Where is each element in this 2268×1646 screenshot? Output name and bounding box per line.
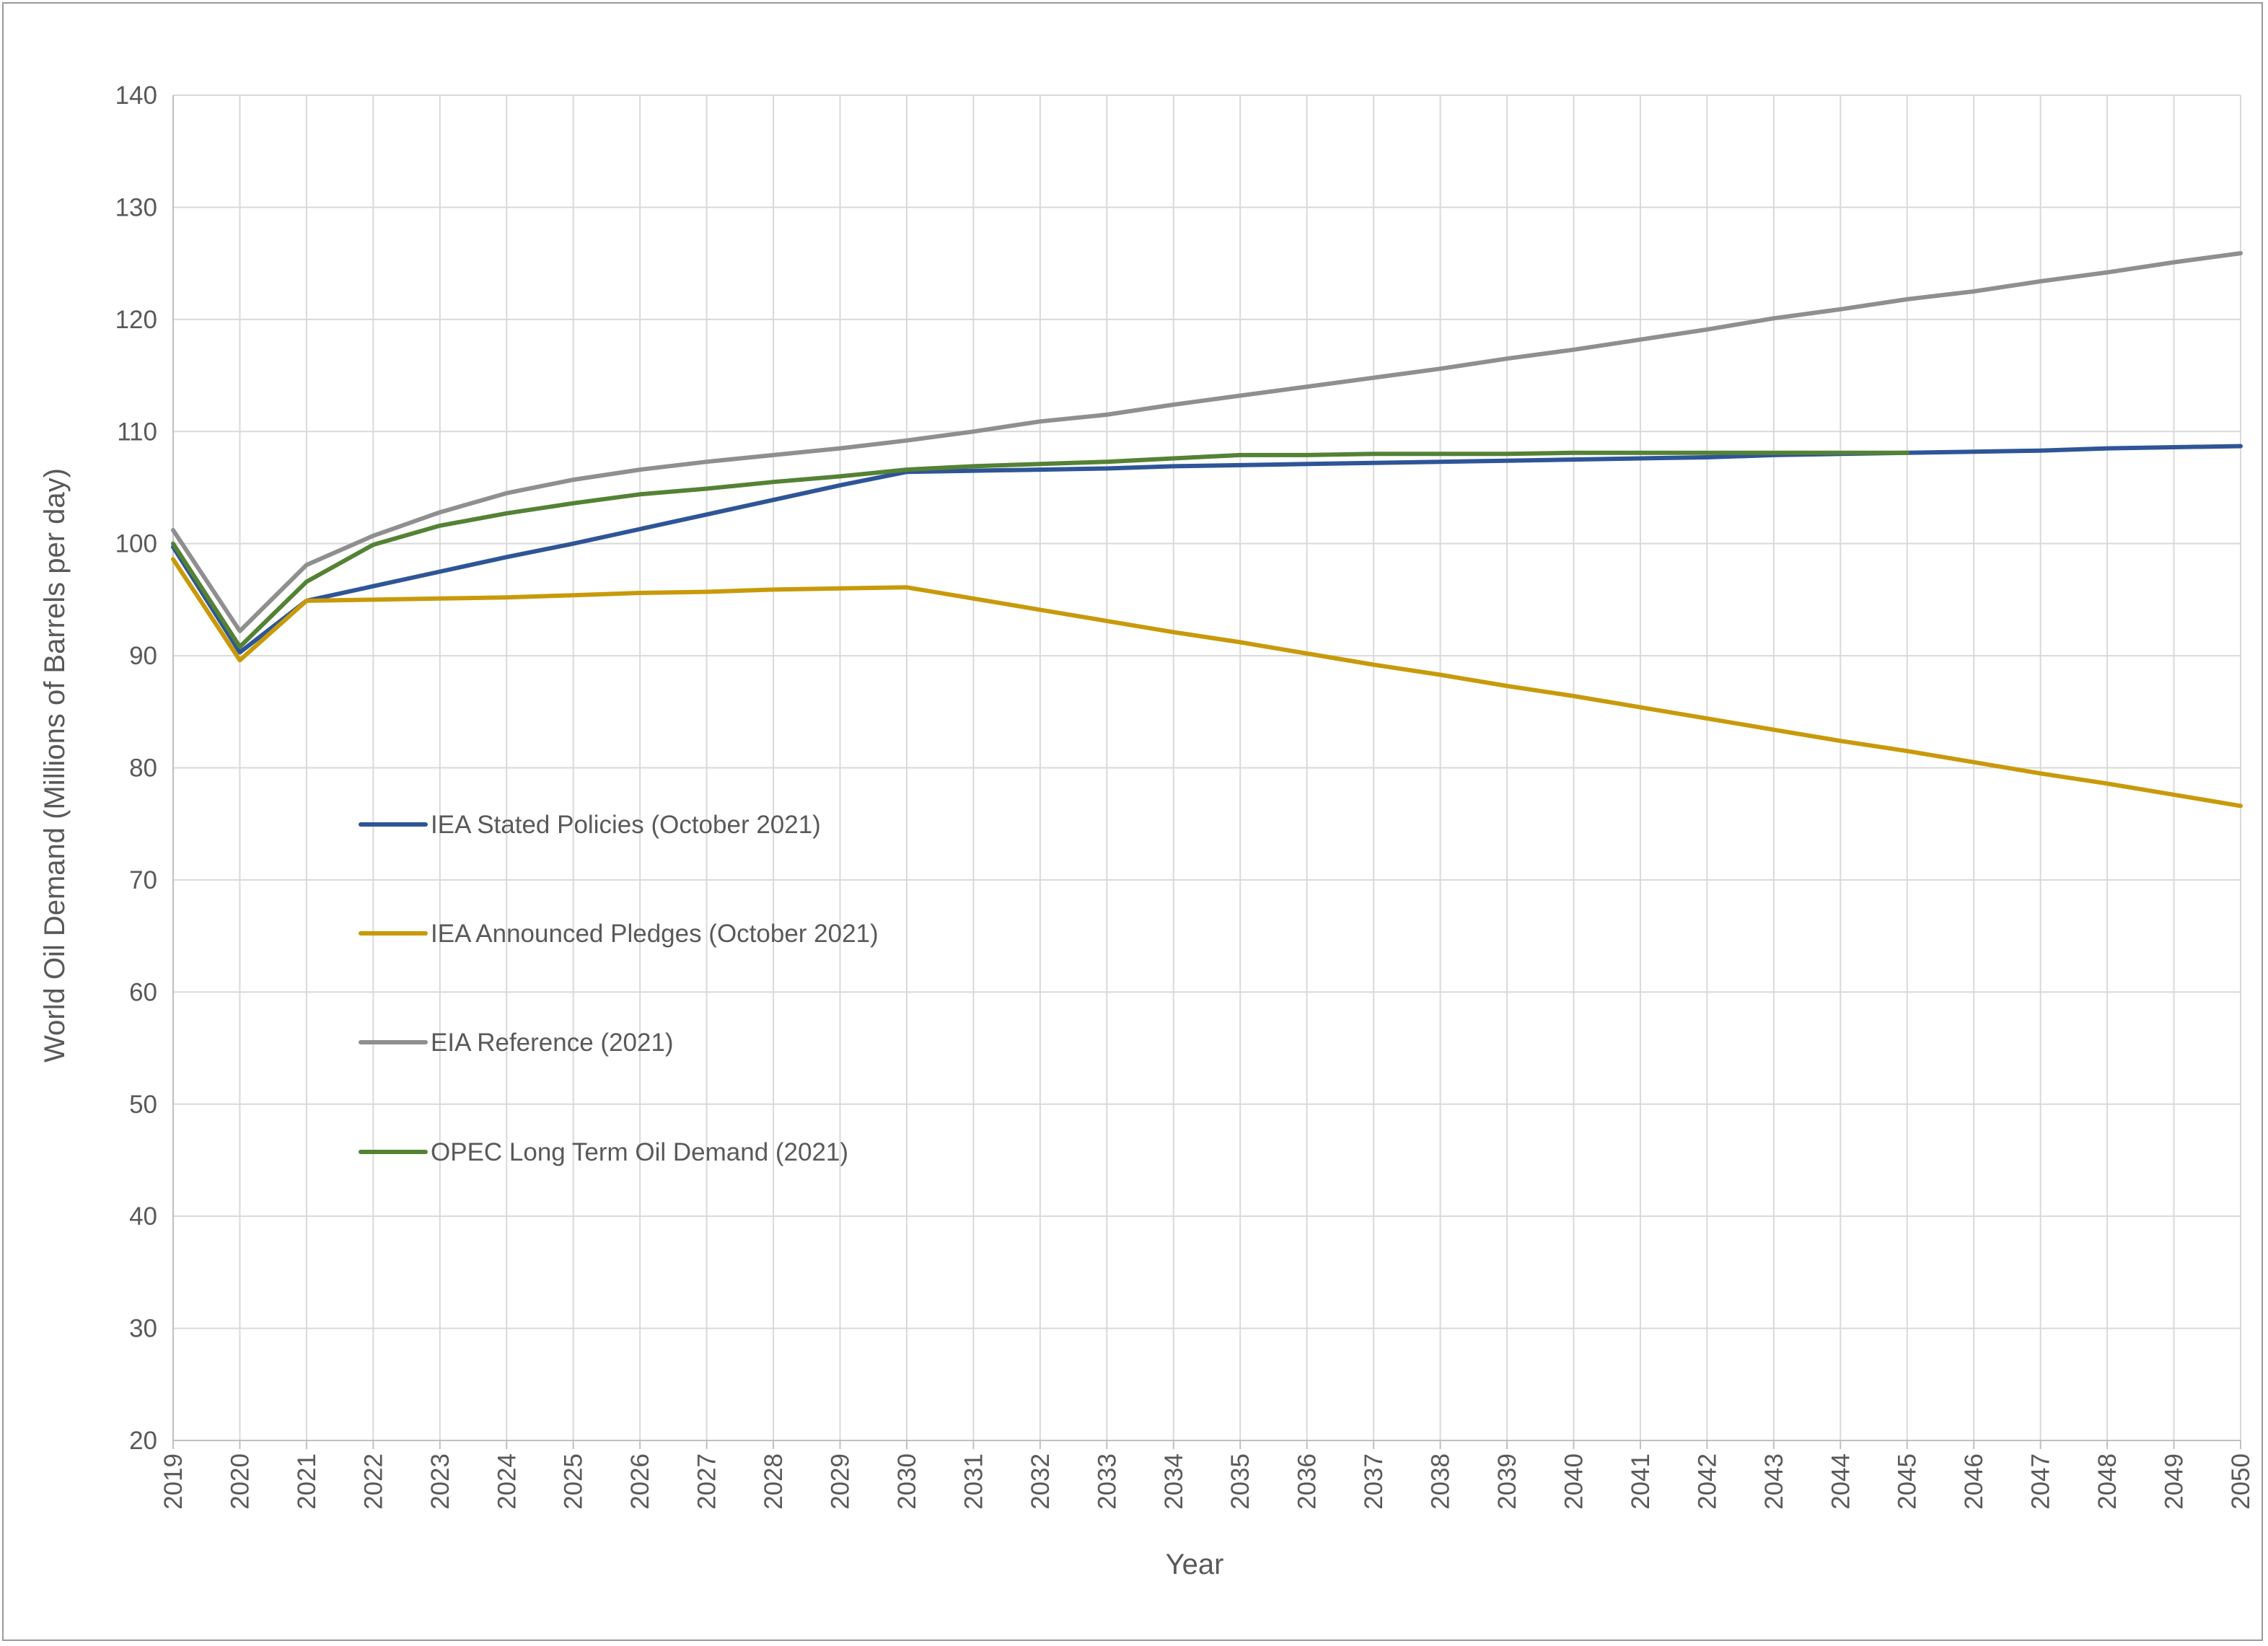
x-tick-label: 2026 — [626, 1453, 654, 1510]
legend: IEA Stated Policies (October 2021) IEA An… — [359, 811, 879, 1166]
x-tick-label: 2036 — [1293, 1453, 1322, 1510]
x-tick-label: 2047 — [2027, 1453, 2055, 1510]
x-tick-label: 2042 — [1693, 1453, 1721, 1510]
x-tick-label: 2038 — [1427, 1453, 1455, 1510]
x-tick-label: 2037 — [1360, 1453, 1388, 1510]
series-line-3 — [171, 251, 2243, 633]
legend-label-3: EIA Reference (2021) — [431, 1029, 674, 1057]
plot-axes — [172, 95, 2241, 1449]
x-tick-label: 2033 — [1093, 1453, 1121, 1510]
x-tick-label: 2020 — [226, 1453, 254, 1510]
x-tick-label: 2034 — [1160, 1453, 1188, 1510]
y-tick-label: 30 — [129, 1315, 157, 1343]
legend-label-2: IEA Announced Pledges (October 2021) — [431, 920, 879, 948]
y-axis-title: World Oil Demand (Millions of Barrels pe… — [39, 468, 71, 1062]
x-axis-title: Year — [1166, 1549, 1224, 1580]
x-tick-label: 2021 — [293, 1453, 321, 1510]
y-tick-label: 80 — [129, 754, 157, 783]
x-tick-label: 2024 — [493, 1453, 521, 1510]
x-tick-label: 2035 — [1226, 1453, 1254, 1510]
x-tick-label: 2041 — [1627, 1453, 1655, 1510]
y-tick-label: 130 — [115, 193, 157, 221]
series-lines — [171, 251, 2243, 809]
y-tick-label: 90 — [129, 642, 157, 670]
legend-label-1: IEA Stated Policies (October 2021) — [431, 811, 821, 839]
x-tick-label: 2049 — [2161, 1453, 2189, 1510]
x-tick-label: 2046 — [1960, 1453, 1988, 1510]
x-tick-label: 2044 — [1827, 1453, 1855, 1510]
x-tick-label: 2023 — [426, 1453, 454, 1510]
x-tick-label: 2040 — [1560, 1453, 1588, 1510]
x-tick-label: 2030 — [893, 1453, 921, 1510]
x-tick-label: 2043 — [1760, 1453, 1788, 1510]
y-tick-label: 140 — [115, 82, 157, 110]
x-tick-label: 2019 — [159, 1453, 188, 1510]
x-tick-label: 2048 — [2093, 1453, 2122, 1510]
y-tick-label: 40 — [129, 1202, 157, 1231]
series-line-4 — [171, 450, 1909, 649]
y-tick-label: 110 — [117, 418, 157, 446]
y-tick-label: 20 — [129, 1427, 157, 1455]
x-tick-label: 2031 — [959, 1453, 988, 1510]
y-tick-label: 50 — [129, 1091, 157, 1119]
x-tick-label: 2029 — [827, 1453, 855, 1510]
series-line-1 — [171, 444, 2243, 655]
y-tick-label: 120 — [115, 306, 157, 334]
x-tick-label: 2032 — [1027, 1453, 1055, 1510]
y-tick-label: 70 — [129, 866, 157, 894]
y-tick-label: 60 — [129, 978, 157, 1006]
x-tick-label: 2022 — [359, 1453, 387, 1510]
x-tick-label: 2045 — [1894, 1453, 1922, 1510]
y-tick-label: 100 — [115, 530, 157, 558]
legend-label-4: OPEC Long Term Oil Demand (2021) — [431, 1138, 848, 1166]
series-line-2 — [171, 557, 2243, 809]
x-tick-label: 2025 — [560, 1453, 588, 1510]
x-tick-label: 2027 — [693, 1453, 721, 1510]
x-tick-label: 2039 — [1493, 1453, 1521, 1510]
x-tick-label: 2028 — [760, 1453, 788, 1510]
x-tick-label: 2050 — [2227, 1453, 2255, 1510]
